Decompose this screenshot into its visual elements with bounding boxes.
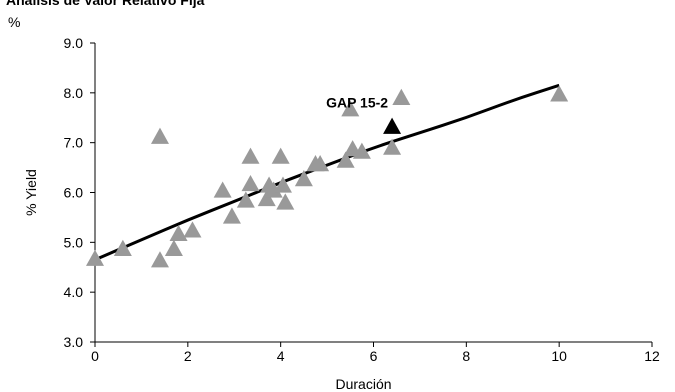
highlight-group: GAP 15-2 <box>326 95 402 134</box>
data-point <box>169 224 188 242</box>
chart-title: Análisis de Valor Relativo Fija <box>6 0 205 8</box>
y-tick-label: 8.0 <box>64 85 84 101</box>
data-point <box>276 193 295 210</box>
x-tick-label: 2 <box>184 348 192 364</box>
highlight-annotation: GAP 15-2 <box>326 95 388 111</box>
highlight-point <box>383 117 402 134</box>
data-point <box>341 100 360 117</box>
data-point <box>86 249 104 266</box>
data-point <box>311 155 330 172</box>
data-point <box>241 174 260 192</box>
data-point <box>336 151 355 168</box>
x-tick-label: 8 <box>462 348 470 364</box>
data-point <box>241 147 260 164</box>
data-point <box>392 88 411 105</box>
y-tick-label: 9.0 <box>64 35 84 51</box>
data-point <box>236 191 255 208</box>
y-tick-label: 3.0 <box>64 334 84 350</box>
y-tick-label: 7.0 <box>64 135 84 151</box>
x-tick-label: 12 <box>644 348 660 364</box>
data-point <box>183 221 202 238</box>
y-ticks: 3.0 4.0 5.0 6.0 7.0 8.0 9.0 <box>64 35 95 350</box>
axes <box>94 43 652 343</box>
y-axis-label: % Yield <box>23 169 39 216</box>
x-tick-label: 6 <box>370 348 378 364</box>
data-point <box>150 127 169 144</box>
y-tick-label: 5.0 <box>64 234 84 250</box>
data-point <box>294 169 313 187</box>
data-point <box>273 176 292 193</box>
data-point <box>264 181 283 198</box>
data-point <box>383 138 402 155</box>
y-axis-unit: % <box>8 14 21 30</box>
y-tick-label: 4.0 <box>64 284 84 300</box>
data-points <box>86 85 569 268</box>
trendline-group <box>94 83 560 262</box>
data-point <box>164 239 183 256</box>
x-tick-label: 10 <box>551 348 567 364</box>
data-point <box>222 207 241 224</box>
y-tick-label: 6.0 <box>64 185 84 201</box>
data-point <box>113 239 132 256</box>
x-ticks: 0 2 4 6 8 10 12 <box>91 342 660 364</box>
data-point <box>352 142 371 159</box>
data-point <box>257 189 276 207</box>
trendline <box>94 83 560 262</box>
data-point <box>271 147 290 164</box>
data-point <box>550 85 569 102</box>
x-tick-label: 0 <box>91 348 99 364</box>
x-axis-label: Duración <box>335 376 391 392</box>
data-point <box>150 251 169 268</box>
data-point <box>213 181 232 198</box>
x-tick-label: 4 <box>277 348 285 364</box>
